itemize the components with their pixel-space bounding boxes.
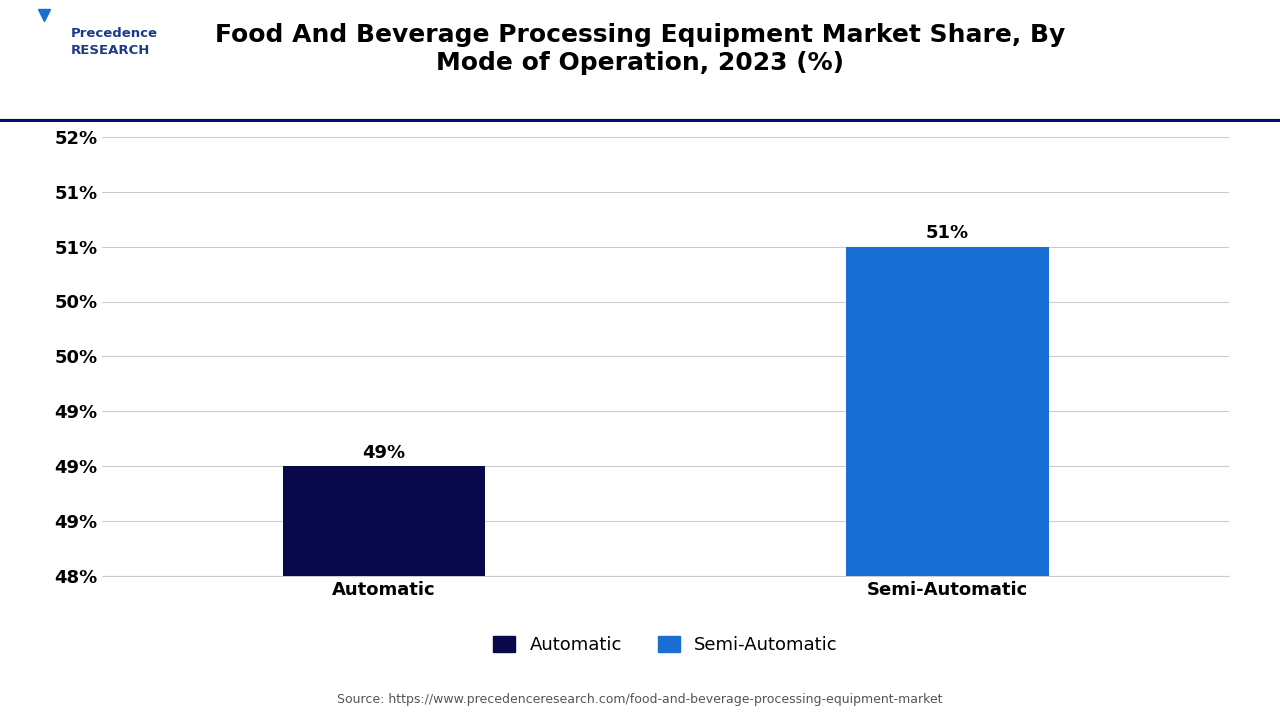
Legend: Automatic, Semi-Automatic: Automatic, Semi-Automatic <box>486 629 845 662</box>
Text: 49%: 49% <box>362 444 406 462</box>
Text: 51%: 51% <box>925 224 969 242</box>
Text: Food And Beverage Processing Equipment Market Share, By
Mode of Operation, 2023 : Food And Beverage Processing Equipment M… <box>215 23 1065 75</box>
Text: Source: https://www.precedenceresearch.com/food-and-beverage-processing-equipmen: Source: https://www.precedenceresearch.c… <box>337 693 943 706</box>
Bar <box>846 247 1048 720</box>
Text: Precedence
RESEARCH: Precedence RESEARCH <box>70 27 157 57</box>
Bar <box>283 466 485 720</box>
